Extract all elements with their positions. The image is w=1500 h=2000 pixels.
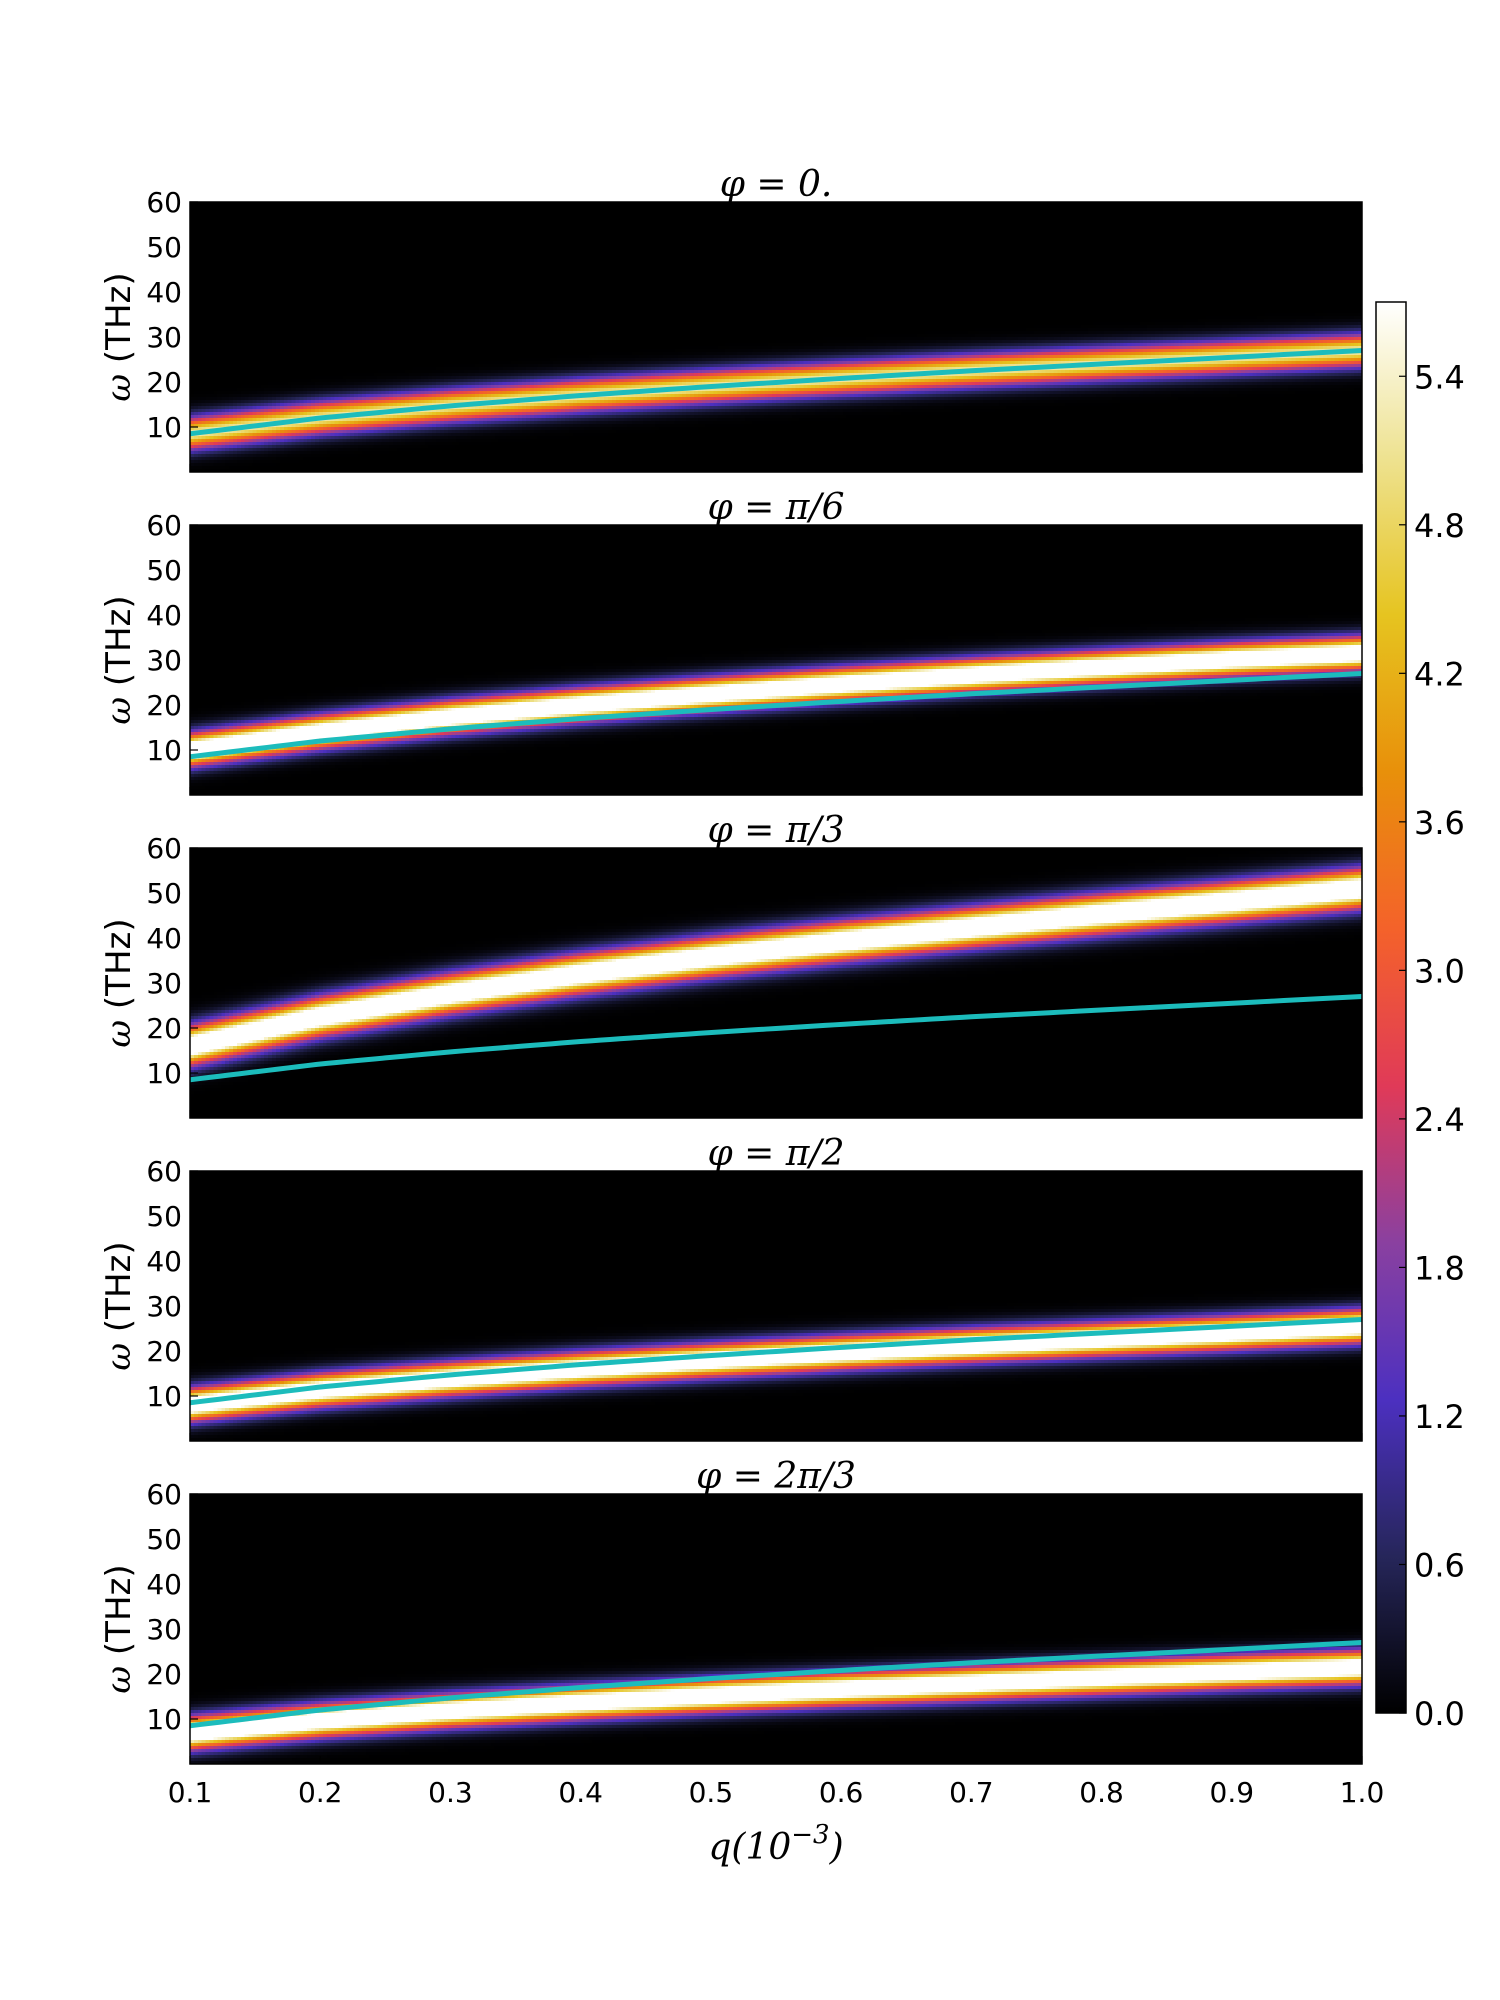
panels-group: 10 20 30 40 50 60 ω (THz) φ = 0. 10 20 30 40 50 60 ω (…	[99, 164, 1363, 1765]
reference-curve	[190, 348, 1362, 437]
colorbar-tick-label: 4.2	[1414, 655, 1465, 693]
heatmap-image	[190, 1494, 1362, 1764]
y-axis-label-symbol: ω	[99, 1009, 139, 1048]
colorbar-tick-label: 3.0	[1414, 952, 1465, 990]
y-axis-label-unit: (THz)	[99, 1241, 139, 1332]
x-tick-label: 0.9	[1210, 1776, 1255, 1809]
y-tick-label: 40	[146, 599, 182, 632]
x-axis-label-base: q(10	[708, 1827, 791, 1868]
y-axis-label-unit: (THz)	[99, 918, 139, 1009]
shared-x-axis: 0.1 0.2 0.3 0.4 0.5 0.6 0.7 0.8 0.9 1.0 q(10−3)	[168, 1776, 1385, 1868]
y-tick-label: 60	[146, 509, 182, 542]
y-tick-label: 20	[146, 689, 182, 722]
x-tick-label: 1.0	[1340, 1776, 1385, 1809]
panel-title: φ = 2π/3	[696, 1456, 856, 1497]
y-axis-label-symbol: ω	[99, 1332, 139, 1371]
heatmap-image	[190, 525, 1362, 795]
x-tick-label: 0.2	[298, 1776, 343, 1809]
y-tick-label: 40	[146, 1568, 182, 1601]
y-tick-label: 40	[146, 276, 182, 309]
colorbar-tick-label: 1.8	[1414, 1249, 1465, 1287]
x-tick-label: 0.3	[428, 1776, 473, 1809]
y-axis-label-symbol: ω	[99, 686, 139, 725]
y-tick-label: 20	[146, 1335, 182, 1368]
x-tick-label: 0.5	[689, 1776, 734, 1809]
panel-title: φ = π/3	[708, 810, 845, 851]
x-axis-label-close: )	[829, 1827, 844, 1868]
panel-4: 10 20 30 40 50 60 ω (THz) φ = π/2	[99, 1133, 1363, 1442]
y-tick-label: 30	[146, 321, 182, 354]
panel-title: φ = π/6	[708, 487, 845, 528]
colorbar-tick-label: 0.0	[1414, 1695, 1465, 1733]
x-tick-label: 0.8	[1079, 1776, 1124, 1809]
y-tick-label: 50	[146, 554, 182, 587]
x-tick-label: 0.4	[558, 1776, 603, 1809]
y-axis-label-unit: (THz)	[99, 272, 139, 363]
colorbar-tick-label: 5.4	[1414, 358, 1465, 396]
y-tick-label: 60	[146, 1478, 182, 1511]
x-tick-label: 0.1	[168, 1776, 213, 1809]
colorbar-tick-label: 1.2	[1414, 1398, 1465, 1436]
y-tick-label: 40	[146, 1245, 182, 1278]
colorbar-gradient	[1375, 301, 1407, 1714]
y-tick-label: 10	[146, 1380, 182, 1413]
y-axis-label: ω (THz)	[99, 1564, 139, 1693]
y-tick-label: 30	[146, 967, 182, 1000]
heatmap-image	[190, 848, 1362, 1118]
panel-3: 10 20 30 40 50 60 ω (THz) φ = π/3	[99, 810, 1363, 1119]
y-axis-label: ω (THz)	[99, 1241, 139, 1370]
y-tick-label: 60	[146, 1155, 182, 1188]
y-tick-label: 10	[146, 1703, 182, 1736]
x-tick-labels: 0.1 0.2 0.3 0.4 0.5 0.6 0.7 0.8 0.9 1.0	[168, 1776, 1385, 1809]
y-tick-label: 30	[146, 1290, 182, 1323]
y-tick-label: 40	[146, 922, 182, 955]
heatmap-image	[190, 202, 1362, 472]
heatmap-image	[190, 1171, 1362, 1441]
panel-2: 10 20 30 40 50 60 ω (THz) φ = π/6	[99, 487, 1363, 796]
y-tick-label: 50	[146, 231, 182, 264]
y-axis-label: ω (THz)	[99, 595, 139, 724]
y-tick-label: 50	[146, 877, 182, 910]
y-tick-label: 20	[146, 366, 182, 399]
reference-curve	[190, 994, 1362, 1083]
panel-1: 10 20 30 40 50 60 ω (THz) φ = 0.	[99, 164, 1363, 473]
reference-curve	[190, 1317, 1362, 1406]
y-tick-label: 50	[146, 1523, 182, 1556]
y-axis-label-unit: (THz)	[99, 595, 139, 686]
colorbar-tick-label: 4.8	[1414, 507, 1465, 545]
y-axis-label: ω (THz)	[99, 918, 139, 1047]
colorbar-tick-label: 0.6	[1414, 1546, 1465, 1584]
x-tick-label: 0.7	[949, 1776, 994, 1809]
y-tick-label: 50	[146, 1200, 182, 1233]
y-tick-label: 20	[146, 1658, 182, 1691]
x-tick-label: 0.6	[819, 1776, 864, 1809]
y-axis-label-symbol: ω	[99, 363, 139, 402]
y-tick-label: 10	[146, 411, 182, 444]
reference-curve	[190, 1640, 1362, 1729]
y-axis-label: ω (THz)	[99, 272, 139, 401]
colorbar: 0.0 0.6 1.2 1.8 2.4 3.0 3.6 4.2 4.8 5.4	[1375, 301, 1465, 1733]
y-tick-label: 10	[146, 734, 182, 767]
colorbar-tick-label: 2.4	[1414, 1101, 1465, 1139]
y-tick-label: 20	[146, 1012, 182, 1045]
colorbar-tick-label: 3.6	[1414, 804, 1465, 842]
y-axis-label-unit: (THz)	[99, 1564, 139, 1655]
y-tick-label: 30	[146, 1613, 182, 1646]
x-axis-label-exponent: −3	[791, 1820, 829, 1850]
panel-5: 10 20 30 40 50 60 ω (THz) φ = 2π/3	[99, 1456, 1363, 1765]
x-axis-label: q(10−3)	[708, 1820, 843, 1868]
y-tick-label: 10	[146, 1057, 182, 1090]
panel-title: φ = π/2	[708, 1133, 845, 1174]
panel-title: φ = 0.	[720, 164, 833, 205]
y-tick-label: 30	[146, 644, 182, 677]
y-tick-label: 60	[146, 186, 182, 219]
y-tick-label: 60	[146, 832, 182, 865]
y-axis-label-symbol: ω	[99, 1655, 139, 1694]
reference-curve	[190, 671, 1362, 760]
